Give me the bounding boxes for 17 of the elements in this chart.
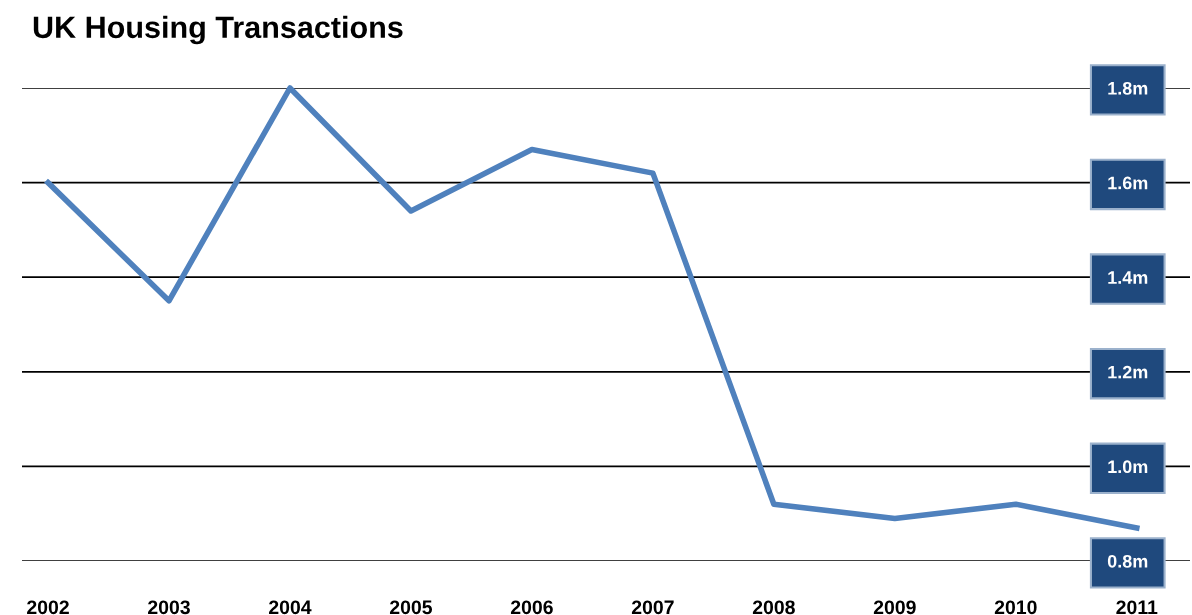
x-tick-label: 2009 [873,600,916,615]
y-tick-label: 1.6m [1108,176,1148,190]
x-tick-label: 2005 [389,600,433,615]
x-tick-label: 2002 [27,600,69,615]
x-tick-label: 2007 [631,600,674,615]
y-tick-label: 0.8m [1107,554,1148,568]
chart-title: UK Housing Transactions [33,15,403,45]
x-tick-label: 2006 [510,600,553,615]
y-tick-label: 1.0m [1108,460,1148,474]
x-tick-label: 2003 [148,600,190,615]
y-tick-label: 1.4m [1108,271,1148,284]
y-tick-label: 1.2m [1108,365,1148,379]
x-tick-label: 2011 [1116,600,1158,615]
x-tick-label: 2004 [269,600,312,615]
x-tick-label: 2010 [994,600,1037,615]
x-tick-label: 2008 [752,600,795,615]
y-tick-label: 1.8m [1108,81,1148,95]
